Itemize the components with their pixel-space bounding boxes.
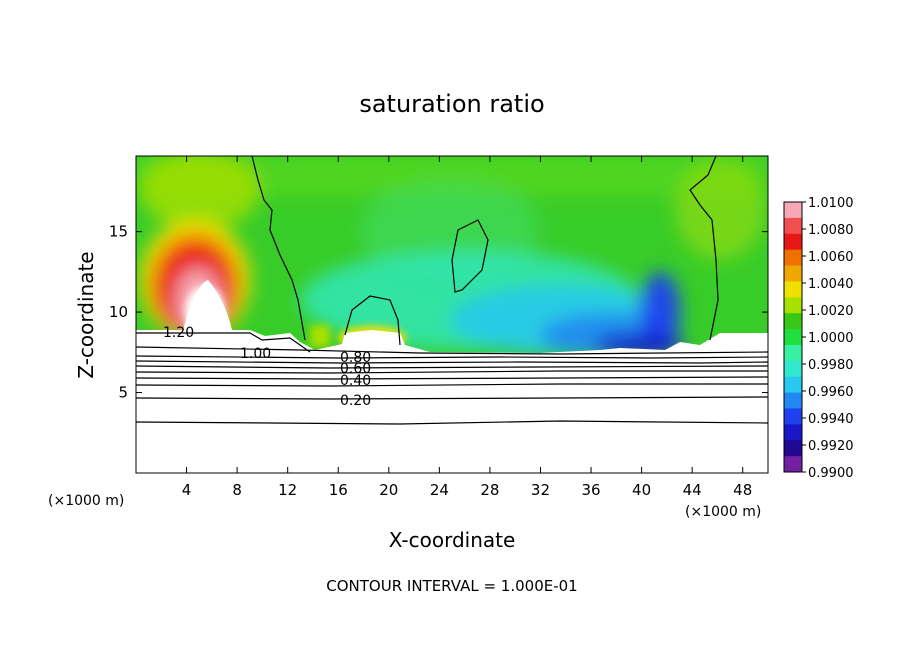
colorbar-tick-label: 1.0020 <box>808 304 854 319</box>
contour-line-13 <box>136 396 768 400</box>
y-tick-label: 5 <box>118 384 128 402</box>
contour-lines <box>136 156 768 425</box>
contour-line-6 <box>136 346 768 355</box>
x-axis: 4 8 12 16 20 24 28 32 36 40 44 48 <box>182 156 752 499</box>
colorbar-swatch <box>784 408 802 425</box>
x-unit-left: (×1000 m) <box>48 493 124 509</box>
y-tick-label: 10 <box>109 303 128 321</box>
x-tick-label: 12 <box>278 481 297 499</box>
contour-line-1 <box>251 156 306 341</box>
contour-label: 0.60 <box>340 361 371 377</box>
colorbar-swatch <box>784 392 802 409</box>
colorbar-swatch <box>784 202 802 219</box>
x-tick-label: 28 <box>480 481 499 499</box>
colorbar-swatch <box>784 344 802 362</box>
colorbar-swatch <box>784 265 802 282</box>
contour-line-11 <box>136 376 768 380</box>
colorbar-tick-label: 0.9900 <box>808 466 854 481</box>
x-tick-label: 8 <box>232 481 242 499</box>
x-tick-label: 24 <box>430 481 449 499</box>
x-tick-label: 40 <box>632 481 651 499</box>
colorbar-swatch <box>784 249 802 267</box>
y-axis-label: Z-coordinate <box>74 251 98 378</box>
colorbar-tick-label: 1.0000 <box>808 331 854 346</box>
x-axis-label: X-coordinate <box>389 528 516 552</box>
contour-label: 1.20 <box>163 325 194 341</box>
x-tick-label: 32 <box>531 481 550 499</box>
x-tick-label: 44 <box>683 481 702 499</box>
colorbar-tick-label: 0.9980 <box>808 358 854 373</box>
contour-line-4 <box>344 295 401 346</box>
colorbar-tick-label: 1.0100 <box>808 196 854 211</box>
x-tick-label: 20 <box>379 481 398 499</box>
cloud-white-region <box>136 330 768 473</box>
contour-labels: 1.20 1.00 0.80 0.60 0.40 0.20 <box>163 325 371 409</box>
chart-title: saturation ratio <box>359 90 544 118</box>
contour-line-3 <box>451 219 489 293</box>
colorbar-tick-label: 1.0060 <box>808 250 854 265</box>
contour-label: 1.00 <box>240 346 271 362</box>
x-tick-label: 36 <box>581 481 600 499</box>
contour-label: 0.40 <box>340 373 371 389</box>
heatmap-field: 1.20 1.00 0.80 0.60 0.40 0.20 <box>136 156 768 473</box>
colorbar-swatch <box>784 297 802 314</box>
contour-line-9 <box>136 365 768 369</box>
colorbar-tick-label: 1.0040 <box>808 277 854 292</box>
x-tick-label: 16 <box>329 481 348 499</box>
colorbar-swatch <box>784 424 802 441</box>
contour-interval-note: CONTOUR INTERVAL = 1.000E-01 <box>326 577 577 595</box>
x-tick-label: 48 <box>733 481 752 499</box>
colorbar-tick-label: 0.9920 <box>808 439 854 454</box>
contour-line-14 <box>136 420 768 425</box>
colorbar-swatch <box>784 329 802 346</box>
colorbar-swatch <box>784 281 802 298</box>
colorbar-swatch <box>784 360 802 378</box>
contour-line-5 <box>136 332 311 353</box>
colorbar-swatch <box>784 217 802 235</box>
contour-line-12 <box>136 383 768 387</box>
contour-label: 0.80 <box>340 350 371 366</box>
y-axis: 5 10 15 <box>109 223 768 402</box>
x-tick-label: 4 <box>182 481 192 499</box>
colorbar-swatch <box>784 440 802 457</box>
plot-frame <box>135 155 769 474</box>
cloud-white-patch <box>183 280 232 330</box>
colorbar: 1.0100 1.0080 1.0060 1.0040 1.0020 1.0000 0.99… <box>783 196 854 481</box>
colorbar-swatch <box>784 313 802 330</box>
contour-line-8 <box>136 360 768 364</box>
colorbar-swatch <box>784 376 802 394</box>
contour-label: 0.20 <box>340 393 371 409</box>
colorbar-swatch <box>784 233 802 251</box>
x-unit-right: (×1000 m) <box>685 504 761 520</box>
y-tick-label: 15 <box>109 223 128 241</box>
contour-line-7 <box>136 355 768 359</box>
colorbar-tick-label: 1.0080 <box>808 223 854 238</box>
contour-line-2 <box>689 156 719 341</box>
colorbar-swatch <box>784 456 802 473</box>
colorbar-tick-label: 0.9940 <box>808 412 854 427</box>
colorbar-tick-label: 0.9960 <box>808 385 854 400</box>
contour-line-10 <box>136 370 768 374</box>
